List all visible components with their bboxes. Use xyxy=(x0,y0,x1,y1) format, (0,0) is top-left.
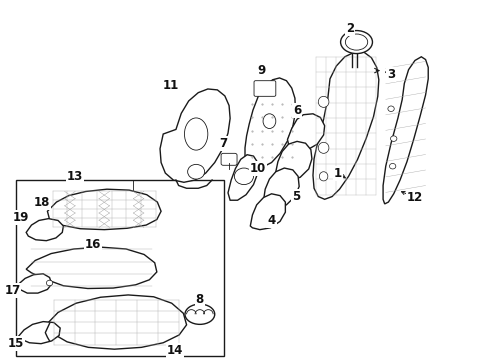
Polygon shape xyxy=(48,295,187,349)
Ellipse shape xyxy=(318,142,329,153)
Polygon shape xyxy=(19,274,51,293)
Text: 14: 14 xyxy=(167,343,183,357)
Text: 15: 15 xyxy=(7,337,24,350)
Text: 13: 13 xyxy=(67,170,83,183)
Text: 19: 19 xyxy=(13,211,29,224)
Ellipse shape xyxy=(319,172,328,181)
Text: 2: 2 xyxy=(346,22,354,35)
Text: 3: 3 xyxy=(387,68,395,81)
Ellipse shape xyxy=(188,165,205,179)
Polygon shape xyxy=(245,78,295,168)
Text: 6: 6 xyxy=(293,104,301,117)
Text: 9: 9 xyxy=(258,64,266,77)
Text: 8: 8 xyxy=(196,293,204,306)
Text: 7: 7 xyxy=(220,137,228,150)
Polygon shape xyxy=(228,155,258,200)
Text: 12: 12 xyxy=(407,191,423,204)
FancyBboxPatch shape xyxy=(221,153,237,165)
Ellipse shape xyxy=(234,168,253,185)
Ellipse shape xyxy=(184,118,208,150)
Bar xyxy=(16,180,224,356)
Text: 16: 16 xyxy=(85,238,101,251)
FancyBboxPatch shape xyxy=(254,81,276,96)
Ellipse shape xyxy=(341,31,372,54)
Text: 11: 11 xyxy=(163,79,179,92)
Text: 18: 18 xyxy=(34,197,50,210)
Ellipse shape xyxy=(391,136,397,141)
Polygon shape xyxy=(383,57,428,204)
Polygon shape xyxy=(26,247,157,288)
Polygon shape xyxy=(160,89,230,182)
Ellipse shape xyxy=(47,280,53,286)
Ellipse shape xyxy=(185,304,215,324)
Polygon shape xyxy=(313,52,379,199)
Polygon shape xyxy=(18,321,60,344)
Polygon shape xyxy=(48,189,161,230)
Polygon shape xyxy=(288,114,325,152)
Ellipse shape xyxy=(388,106,394,112)
Text: 4: 4 xyxy=(268,214,276,227)
Text: 17: 17 xyxy=(4,284,21,297)
Ellipse shape xyxy=(318,96,329,107)
Polygon shape xyxy=(250,194,285,230)
Ellipse shape xyxy=(345,34,368,50)
Polygon shape xyxy=(26,219,63,241)
Text: 1: 1 xyxy=(334,167,342,180)
Polygon shape xyxy=(276,141,312,181)
Text: 5: 5 xyxy=(292,190,300,203)
Polygon shape xyxy=(264,168,299,208)
Ellipse shape xyxy=(263,114,276,129)
Text: 10: 10 xyxy=(249,162,266,175)
Ellipse shape xyxy=(390,163,396,169)
